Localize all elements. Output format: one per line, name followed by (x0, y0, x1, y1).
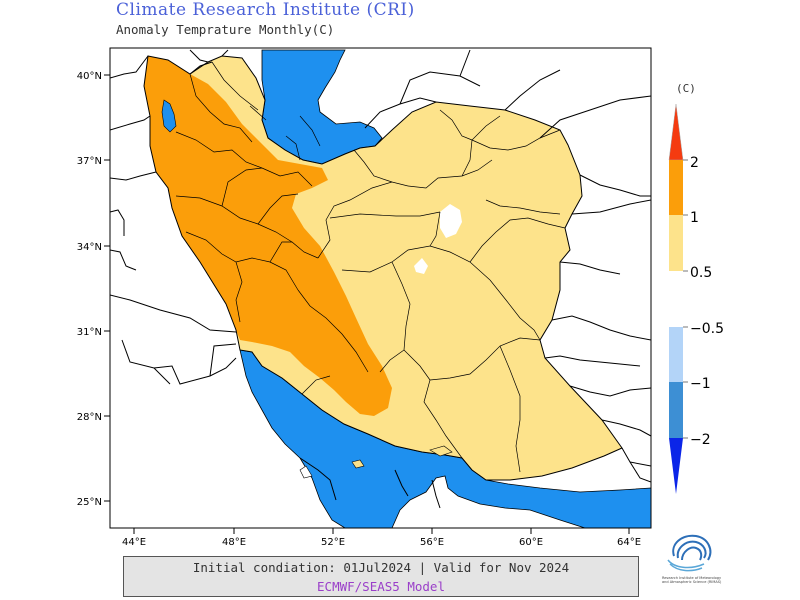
page-subtitle: Anomaly Temprature Monthly(C) (116, 22, 335, 37)
legend-swatch-0-5to1 (669, 215, 683, 271)
lat-label-31: 31°N (77, 327, 102, 338)
lat-label-40: 40°N (77, 71, 102, 82)
legend-label-0-5: 0.5 (690, 265, 712, 281)
model-name-text: ECMWF/SEAS5 Model (317, 579, 445, 594)
lon-label-48: 48°E (222, 537, 246, 548)
white-gap-lut (414, 258, 428, 274)
color-legend: (C) 2 1 0.5 −0.5 −1 −2 (668, 82, 724, 494)
map-frame (109, 47, 652, 529)
legend-unit: (C) (676, 82, 696, 95)
lon-label-44: 44°E (122, 537, 146, 548)
lat-axis: 40°N 37°N 34°N 31°N 28°N 25°N (77, 71, 110, 508)
island-1 (351, 459, 365, 469)
logo-caption: Research Institute of Meteorology and At… (662, 576, 722, 584)
lon-axis: 44°E 48°E 52°E 56°E 60°E 64°E (122, 528, 641, 548)
legend-swatch-1to2 (669, 160, 683, 215)
legend-label-neg0-5: −0.5 (690, 321, 724, 337)
legend-swatch-neg0-5to-1 (669, 327, 683, 382)
iran-border (143, 55, 623, 481)
legend-label-neg1: −1 (690, 376, 711, 392)
lat-label-28: 28°N (77, 412, 102, 423)
lon-label-52: 52°E (321, 537, 345, 548)
legend-label-1: 1 (690, 210, 699, 226)
lon-label-60: 60°E (519, 537, 543, 548)
page-title: Climate Research Institute (CRI) (116, 0, 415, 20)
legend-swatch-neg1to-2 (669, 382, 683, 438)
lon-label-56: 56°E (420, 537, 444, 548)
neighbor-borders (110, 49, 651, 509)
island-2 (429, 445, 453, 457)
legend-label-neg2: −2 (690, 432, 711, 448)
anomaly-zone-1-to-2 (144, 56, 392, 416)
province-boundaries (175, 61, 566, 473)
swirl-logo-icon (667, 534, 712, 572)
lat-label-34: 34°N (77, 242, 102, 253)
initial-condition-text: Initial condiation: 01Jul2024 | Valid fo… (192, 560, 570, 575)
legend-swatch-gt2 (668, 103, 684, 161)
lat-label-25: 25°N (77, 497, 102, 508)
lat-label-37: 37°N (77, 156, 102, 167)
legend-swatch-lt-2 (669, 438, 683, 494)
island-3 (299, 465, 313, 479)
white-gap-dasht (440, 204, 462, 238)
footer-info-box: Initial condiation: 01Jul2024 | Valid fo… (123, 556, 639, 597)
lake-urmia (161, 99, 177, 133)
anomaly-map: 40°N 37°N 34°N 31°N 28°N 25°N 44°E 48°E … (77, 47, 724, 548)
lon-label-64: 64°E (617, 537, 641, 548)
legend-label-2: 2 (690, 155, 699, 171)
